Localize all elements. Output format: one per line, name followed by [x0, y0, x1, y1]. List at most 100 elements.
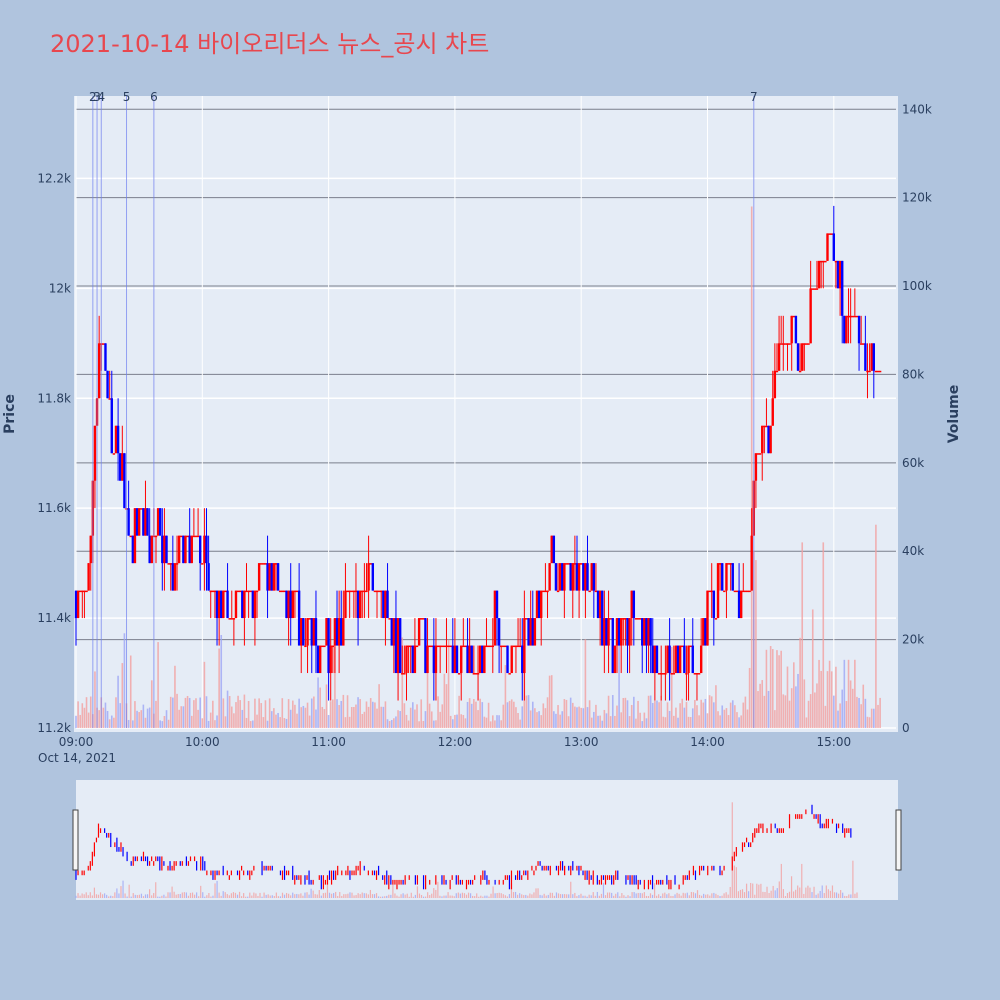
mini-volume-bar	[238, 891, 241, 898]
candle-body	[186, 535, 189, 538]
candle-body	[358, 590, 362, 619]
volume-bar	[256, 714, 258, 728]
mini-volume-bar	[320, 895, 322, 898]
volume-bar	[624, 697, 627, 728]
volume-bar	[113, 717, 115, 728]
candle-body	[363, 590, 366, 593]
candle-body	[110, 398, 113, 454]
candle-body	[485, 645, 488, 648]
mini-volume-bar	[549, 892, 551, 898]
candle-body	[285, 590, 288, 619]
candle-body	[533, 618, 537, 646]
candle-body	[540, 590, 543, 619]
volume-bar	[81, 703, 84, 728]
volume-bar	[199, 697, 201, 728]
candle-body	[529, 618, 532, 646]
mini-volume-bar	[269, 895, 271, 898]
volume-bar	[494, 720, 496, 728]
volume-bar	[388, 721, 391, 728]
mini-volume-bar	[721, 895, 723, 898]
volume-bar	[249, 721, 252, 728]
candle-body	[260, 563, 263, 565]
mini-volume-bar	[754, 894, 756, 898]
news-marker-label: 5	[123, 90, 131, 104]
news-marker-label: 4	[97, 90, 105, 104]
mini-volume-bar	[427, 892, 429, 898]
mini-volume-bar	[316, 894, 318, 898]
volume-bar	[89, 696, 92, 728]
volume-bar	[439, 711, 441, 728]
candle-body	[641, 618, 644, 646]
mini-volume-bar	[249, 892, 251, 898]
candle-body	[85, 590, 88, 593]
volume-bar	[119, 703, 122, 728]
mini-volume-bar	[310, 888, 312, 898]
candle-body	[822, 260, 825, 263]
volume-bar	[487, 702, 490, 728]
volume-bar	[706, 713, 709, 728]
volume-bar	[94, 671, 96, 728]
candle-body	[794, 315, 798, 344]
mini-volume-bar	[531, 894, 533, 898]
candle-body	[114, 425, 118, 454]
volume-bar	[645, 718, 648, 728]
volume-bar	[412, 702, 414, 728]
candle-body	[255, 590, 259, 593]
mini-volume-bar	[314, 894, 316, 898]
volume-bar	[195, 698, 197, 728]
volume-bar	[167, 719, 170, 728]
mini-volume-bar	[517, 894, 519, 898]
mini-volume-bar	[529, 893, 531, 898]
mini-volume-bar	[463, 893, 466, 898]
volume-bar	[540, 715, 543, 728]
mini-volume-bar	[559, 894, 562, 898]
candle-body	[487, 645, 490, 648]
candle-body	[76, 590, 80, 619]
volume-bar	[622, 698, 625, 728]
candle-body	[630, 590, 633, 619]
mini-volume-bar	[228, 895, 230, 898]
volume-bar	[496, 715, 498, 728]
mini-volume-bar	[425, 896, 427, 898]
volume-bar	[731, 700, 734, 728]
candle-body	[167, 563, 170, 565]
volume-bar	[422, 720, 425, 728]
mini-volume-bar	[271, 895, 273, 898]
candle-body	[209, 590, 212, 593]
candle-body	[150, 535, 153, 564]
mini-volume-bar	[185, 892, 188, 898]
volume-bar	[679, 703, 681, 728]
candle-body	[699, 645, 703, 674]
volume-bar	[212, 700, 214, 728]
range-slider-left-handle[interactable]	[72, 809, 79, 871]
volume-bar	[519, 719, 521, 728]
candle-body	[493, 590, 497, 646]
mini-volume-bar	[367, 894, 369, 898]
volume-bar	[856, 696, 858, 728]
candle-body	[659, 673, 663, 675]
volume-bar	[778, 655, 780, 728]
candle-body	[205, 535, 208, 564]
candle-body	[180, 535, 183, 538]
mini-volume-bar	[555, 892, 558, 898]
volume-bar	[424, 711, 427, 728]
volume-bar	[569, 697, 572, 728]
range-slider-right-handle[interactable]	[895, 809, 902, 871]
mini-volume-bar	[472, 895, 474, 898]
candle-body	[169, 563, 172, 565]
candle-body	[74, 590, 78, 619]
candle-body	[676, 645, 680, 674]
volume-bar	[266, 720, 269, 728]
mini-volume-bar	[77, 893, 79, 898]
mini-volume-bar	[848, 894, 850, 898]
mini-volume-bar	[437, 881, 439, 898]
candle-body	[742, 590, 745, 593]
mini-volume-bar	[737, 891, 740, 898]
candle-body	[523, 618, 526, 674]
volume-bar	[475, 701, 477, 728]
candle-body	[215, 590, 219, 619]
candle-body	[133, 508, 137, 564]
candle-body	[561, 563, 564, 591]
volume-bar	[841, 689, 844, 728]
mini-volume-bar	[508, 894, 511, 898]
